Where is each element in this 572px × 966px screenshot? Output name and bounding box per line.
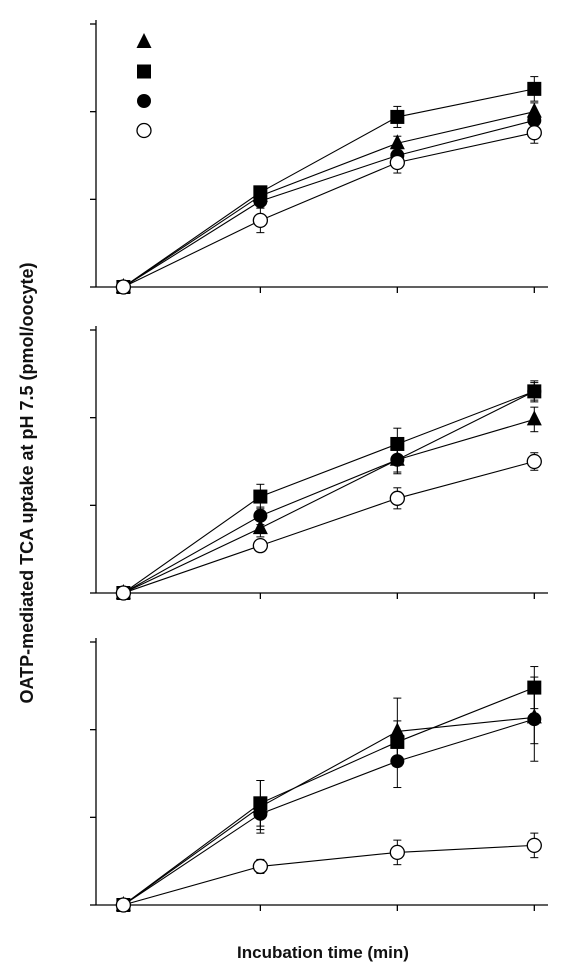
panel-a — [90, 20, 548, 295]
series-line — [123, 119, 535, 288]
data-point — [390, 109, 405, 124]
data-point — [252, 858, 269, 875]
data-point — [115, 897, 132, 913]
series-line — [123, 844, 535, 906]
series-line — [123, 390, 535, 594]
x-axis-title: Incubation time (min) — [237, 943, 409, 962]
data-point — [526, 102, 542, 118]
series-line — [123, 418, 535, 594]
data-point — [526, 125, 542, 141]
series-valinomycin — [115, 452, 542, 601]
data-point — [115, 585, 132, 601]
series-line — [123, 111, 535, 288]
data-point — [526, 837, 542, 854]
data-point — [527, 113, 542, 128]
series-sodium — [116, 676, 542, 912]
data-point — [390, 754, 405, 769]
series-line — [123, 687, 535, 906]
series-line — [123, 718, 535, 906]
legend-marker — [137, 94, 151, 108]
series-line — [123, 716, 535, 906]
panel-b — [90, 326, 548, 601]
panels — [90, 20, 548, 913]
data-point — [527, 712, 542, 727]
series-choline — [115, 406, 542, 599]
data-point — [253, 508, 268, 523]
data-point — [389, 134, 405, 150]
data-point — [527, 384, 542, 399]
legend-marker — [136, 122, 152, 139]
legend-item — [136, 122, 152, 139]
data-point — [253, 806, 268, 821]
series-choline — [115, 690, 542, 911]
legend-item — [137, 94, 151, 108]
legend-marker — [137, 64, 151, 79]
data-point — [390, 452, 405, 467]
series-sodium — [116, 111, 542, 294]
legend-item — [137, 64, 151, 79]
data-point — [115, 279, 132, 295]
series-valinomycin — [115, 832, 542, 913]
data-point — [526, 410, 542, 426]
data-point — [252, 212, 269, 229]
data-point — [389, 490, 405, 506]
series-line — [123, 132, 535, 288]
data-point — [253, 194, 268, 209]
series-potassium — [116, 666, 542, 912]
legend-marker — [136, 33, 152, 48]
data-point — [252, 538, 269, 554]
data-point — [526, 453, 542, 470]
legend-item — [136, 33, 152, 48]
series-line — [123, 88, 535, 288]
series-line — [123, 390, 535, 594]
series-choline — [115, 102, 542, 293]
series-valinomycin — [115, 121, 542, 295]
y-axis-title: OATP-mediated TCA uptake at pH 7.5 (pmol… — [17, 262, 37, 703]
series-potassium — [116, 76, 542, 294]
series-line — [123, 460, 535, 594]
data-point — [389, 844, 405, 861]
series-potassium — [116, 380, 542, 600]
data-point — [253, 489, 268, 504]
panel-c — [90, 638, 548, 913]
data-point — [527, 81, 542, 96]
legend — [136, 33, 152, 139]
data-point — [252, 519, 268, 535]
series-sodium — [116, 382, 542, 600]
data-point — [389, 154, 405, 171]
